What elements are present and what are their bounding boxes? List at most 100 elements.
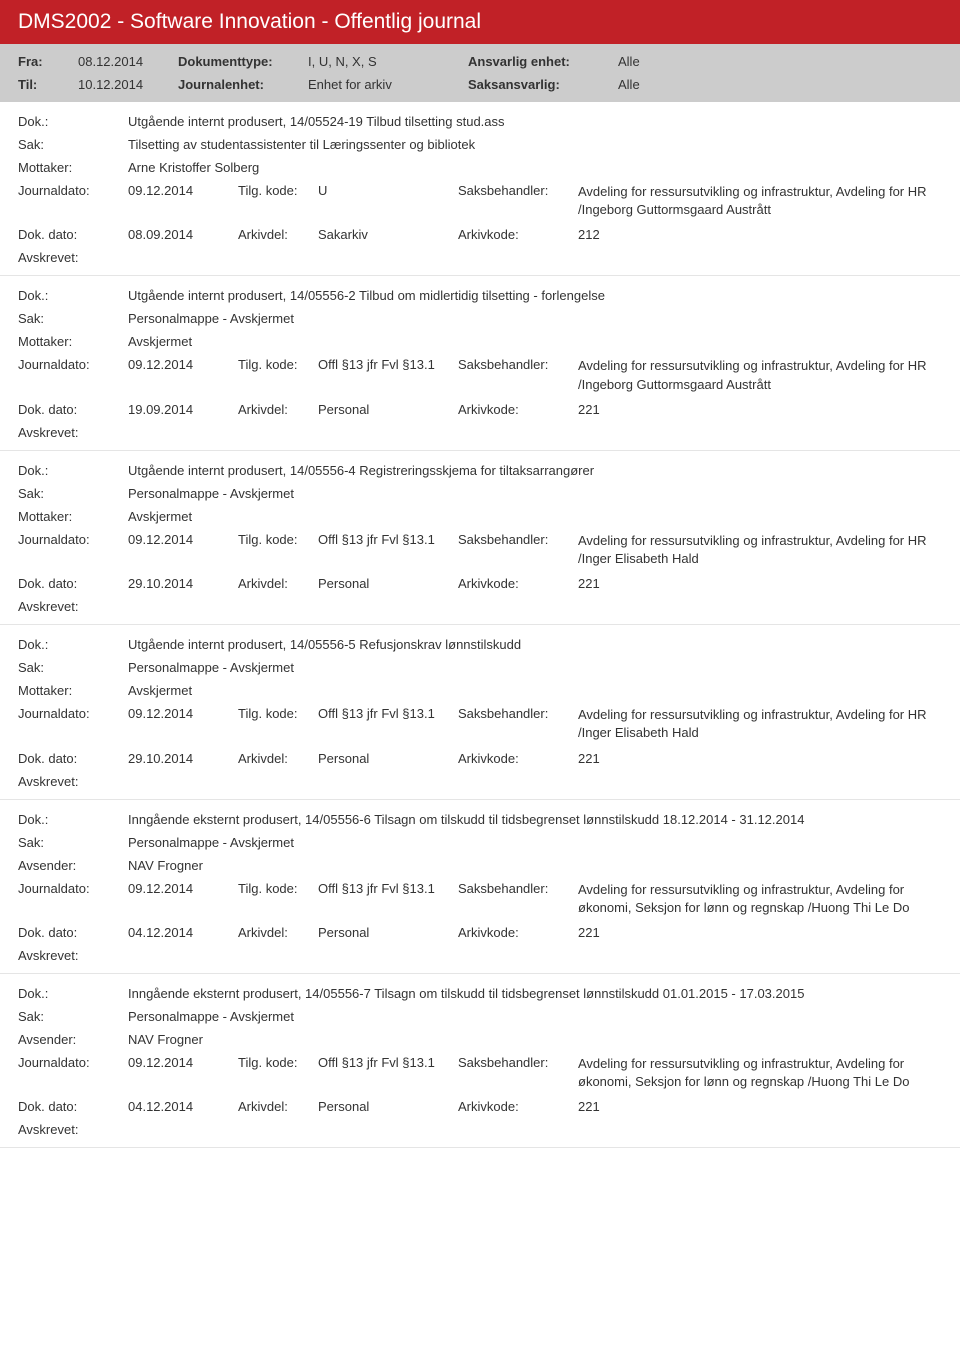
journaldato-label: Journaldato: <box>18 881 128 896</box>
filter-bar: Fra: 08.12.2014 Dokumenttype: I, U, N, X… <box>0 44 960 102</box>
journaldato-label: Journaldato: <box>18 357 128 372</box>
arkivdel-label: Arkivdel: <box>238 1099 318 1114</box>
avskrevet-label: Avskrevet: <box>18 948 128 963</box>
tilgkode-label: Tilg. kode: <box>238 706 318 721</box>
avskrevet-value <box>128 250 942 265</box>
avskrevet-value <box>128 774 942 789</box>
party-value: Avskjermet <box>128 509 942 524</box>
dok-label: Dok.: <box>18 288 128 303</box>
journal-entry: Dok.: Utgående internt produsert, 14/055… <box>0 625 960 799</box>
dokdato-label: Dok. dato: <box>18 1099 128 1114</box>
sak-value: Personalmappe - Avskjermet <box>128 835 942 850</box>
arkivkode-label: Arkivkode: <box>458 576 578 591</box>
dokdato-label: Dok. dato: <box>18 925 128 940</box>
avskrevet-value <box>128 1122 942 1137</box>
sak-label: Sak: <box>18 486 128 501</box>
dokdato-value: 29.10.2014 <box>128 751 238 766</box>
journaldato-label: Journaldato: <box>18 1055 128 1070</box>
arkivdel-label: Arkivdel: <box>238 925 318 940</box>
arkivdel-value: Personal <box>318 402 458 417</box>
saksansvarlig-value: Alle <box>618 77 942 92</box>
tilgkode-label: Tilg. kode: <box>238 881 318 896</box>
journaldato-value: 09.12.2014 <box>128 706 238 721</box>
dokdato-label: Dok. dato: <box>18 576 128 591</box>
dok-value: Inngående eksternt produsert, 14/05556-7… <box>128 986 942 1001</box>
saksbehandler-value: Avdeling for ressursutvikling og infrast… <box>578 532 942 568</box>
saksbehandler-value: Avdeling for ressursutvikling og infrast… <box>578 357 942 393</box>
dokdato-label: Dok. dato: <box>18 227 128 242</box>
avskrevet-value <box>128 425 942 440</box>
sak-label: Sak: <box>18 311 128 326</box>
tilgkode-value: Offl §13 jfr Fvl §13.1 <box>318 357 458 372</box>
arkivkode-value: 221 <box>578 751 942 766</box>
tilgkode-label: Tilg. kode: <box>238 357 318 372</box>
dokumenttype-value: I, U, N, X, S <box>308 54 468 69</box>
arkivdel-label: Arkivdel: <box>238 751 318 766</box>
party-label: Avsender: <box>18 1032 128 1047</box>
arkivkode-value: 221 <box>578 402 942 417</box>
dok-value: Utgående internt produsert, 14/05556-5 R… <box>128 637 942 652</box>
dokdato-value: 08.09.2014 <box>128 227 238 242</box>
page-title: DMS2002 - Software Innovation - Offentli… <box>0 0 960 44</box>
party-label: Mottaker: <box>18 509 128 524</box>
saksbehandler-label: Saksbehandler: <box>458 706 578 721</box>
tilgkode-label: Tilg. kode: <box>238 183 318 198</box>
tilgkode-value: Offl §13 jfr Fvl §13.1 <box>318 1055 458 1070</box>
journaldato-value: 09.12.2014 <box>128 183 238 198</box>
journaldato-label: Journaldato: <box>18 706 128 721</box>
ansvarlig-value: Alle <box>618 54 942 69</box>
party-label: Avsender: <box>18 858 128 873</box>
dok-value: Utgående internt produsert, 14/05556-2 T… <box>128 288 942 303</box>
til-label: Til: <box>18 77 78 92</box>
til-value: 10.12.2014 <box>78 77 178 92</box>
fra-value: 08.12.2014 <box>78 54 178 69</box>
journaldato-value: 09.12.2014 <box>128 357 238 372</box>
sak-value: Personalmappe - Avskjermet <box>128 486 942 501</box>
arkivdel-value: Personal <box>318 751 458 766</box>
avskrevet-label: Avskrevet: <box>18 425 128 440</box>
entries-list: Dok.: Utgående internt produsert, 14/055… <box>0 102 960 1148</box>
saksbehandler-label: Saksbehandler: <box>458 1055 578 1070</box>
sak-label: Sak: <box>18 1009 128 1024</box>
party-value: NAV Frogner <box>128 858 942 873</box>
dok-label: Dok.: <box>18 637 128 652</box>
dokdato-value: 19.09.2014 <box>128 402 238 417</box>
journaldato-value: 09.12.2014 <box>128 1055 238 1070</box>
journal-entry: Dok.: Utgående internt produsert, 14/055… <box>0 102 960 276</box>
arkivdel-value: Personal <box>318 925 458 940</box>
avskrevet-label: Avskrevet: <box>18 1122 128 1137</box>
arkivdel-value: Personal <box>318 576 458 591</box>
journal-entry: Dok.: Utgående internt produsert, 14/055… <box>0 276 960 450</box>
saksbehandler-label: Saksbehandler: <box>458 357 578 372</box>
sak-value: Personalmappe - Avskjermet <box>128 1009 942 1024</box>
journal-entry: Dok.: Utgående internt produsert, 14/055… <box>0 451 960 625</box>
tilgkode-label: Tilg. kode: <box>238 532 318 547</box>
dok-label: Dok.: <box>18 812 128 827</box>
journal-entry: Dok.: Inngående eksternt produsert, 14/0… <box>0 800 960 974</box>
arkivkode-value: 221 <box>578 576 942 591</box>
saksbehandler-value: Avdeling for ressursutvikling og infrast… <box>578 881 942 917</box>
dok-label: Dok.: <box>18 114 128 129</box>
party-value: Avskjermet <box>128 334 942 349</box>
saksbehandler-value: Avdeling for ressursutvikling og infrast… <box>578 706 942 742</box>
journaldato-label: Journaldato: <box>18 532 128 547</box>
sak-value: Tilsetting av studentassistenter til Lær… <box>128 137 942 152</box>
dok-label: Dok.: <box>18 463 128 478</box>
ansvarlig-label: Ansvarlig enhet: <box>468 54 618 69</box>
saksbehandler-label: Saksbehandler: <box>458 881 578 896</box>
arkivkode-value: 212 <box>578 227 942 242</box>
saksbehandler-value: Avdeling for ressursutvikling og infrast… <box>578 1055 942 1091</box>
journaldato-label: Journaldato: <box>18 183 128 198</box>
journalenhet-value: Enhet for arkiv <box>308 77 468 92</box>
dokdato-label: Dok. dato: <box>18 751 128 766</box>
arkivdel-label: Arkivdel: <box>238 227 318 242</box>
dokdato-value: 04.12.2014 <box>128 1099 238 1114</box>
arkivkode-label: Arkivkode: <box>458 227 578 242</box>
sak-label: Sak: <box>18 835 128 850</box>
avskrevet-value <box>128 948 942 963</box>
dok-value: Utgående internt produsert, 14/05556-4 R… <box>128 463 942 478</box>
dok-value: Inngående eksternt produsert, 14/05556-6… <box>128 812 942 827</box>
party-value: Arne Kristoffer Solberg <box>128 160 942 175</box>
tilgkode-label: Tilg. kode: <box>238 1055 318 1070</box>
dok-label: Dok.: <box>18 986 128 1001</box>
